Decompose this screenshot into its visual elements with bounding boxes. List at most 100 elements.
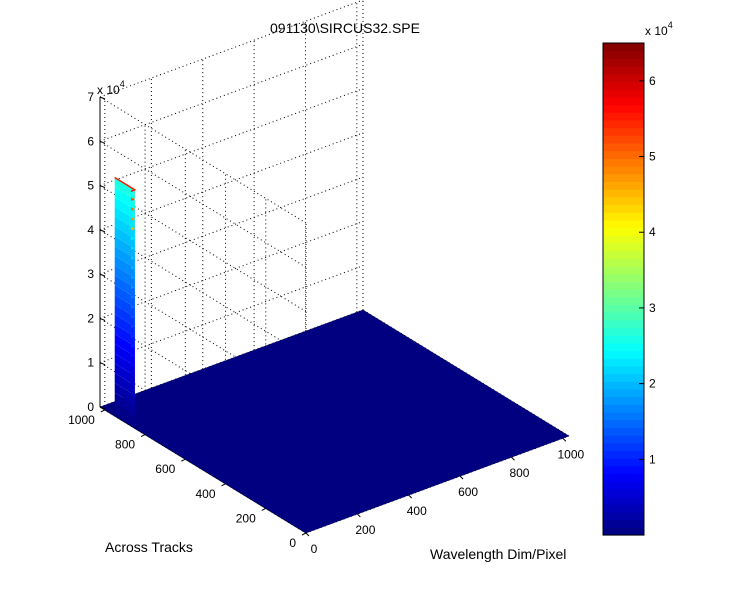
z-tick-label: 7 <box>87 90 94 104</box>
z-tick-mark <box>99 362 106 366</box>
colorbar-swatch <box>603 342 644 352</box>
colorbar-swatch <box>603 435 644 444</box>
colorbar-swatch <box>603 412 644 421</box>
colorbar-swatch <box>603 242 644 252</box>
y-tick-label: 800 <box>115 438 135 452</box>
y-tick-label: 200 <box>236 511 256 525</box>
colorbar-swatch <box>603 166 644 175</box>
colorbar-tick-label: 2 <box>649 377 656 391</box>
colorbar-swatch <box>603 358 644 367</box>
x-tick-label: 1000 <box>557 447 584 461</box>
grid-line <box>99 176 364 275</box>
x-tick-mark <box>562 437 567 442</box>
z-tick-label: 4 <box>87 223 94 237</box>
colorbar-swatch <box>603 350 644 359</box>
colorbar-swatch <box>603 504 644 513</box>
colorbar-swatch <box>603 427 644 436</box>
peak-side <box>114 197 135 220</box>
colorbar-swatch <box>603 273 644 282</box>
peak-side <box>114 226 135 249</box>
grid-line <box>99 96 307 224</box>
peak-side <box>114 216 135 239</box>
x-tick-mark <box>459 475 464 480</box>
peak-side <box>114 314 135 337</box>
x-tick-mark <box>511 456 515 461</box>
colorbar-swatch <box>603 104 644 113</box>
peak-side <box>114 206 135 229</box>
peak-side <box>114 402 135 425</box>
peak-side <box>114 245 135 269</box>
y-tick-label: 0 <box>289 536 296 550</box>
colorbar-swatch <box>603 212 644 221</box>
z-tick-mark <box>99 185 106 189</box>
colorbar-swatch <box>603 73 644 83</box>
y-tick-mark <box>100 409 106 413</box>
colorbar-swatch <box>603 519 644 528</box>
colorbar-swatch <box>603 158 644 167</box>
colorbar-multiplier: x 104 <box>645 20 673 38</box>
peak-side <box>114 304 135 327</box>
axis-ticks: 0123456702004006008001000020040060080010… <box>68 90 584 556</box>
colorbar: 1 2 3 4 5 6 <box>602 42 656 536</box>
colorbar-swatch <box>603 281 644 290</box>
peak-side <box>114 373 135 396</box>
colorbar-swatch <box>603 481 644 490</box>
colorbar-swatch <box>603 173 644 182</box>
colorbar-swatch <box>603 289 644 298</box>
peak-side <box>114 392 135 415</box>
colorbar-swatch <box>603 204 644 213</box>
colorbar-swatch <box>603 89 644 98</box>
colorbar-swatch <box>603 112 644 121</box>
x-tick-mark <box>305 532 310 537</box>
z-tick-mark <box>99 273 106 277</box>
peak-side <box>114 255 135 278</box>
colorbar-swatch <box>603 119 644 129</box>
colorbar-swatch <box>603 465 644 475</box>
y-tick-mark <box>221 483 226 487</box>
colorbar-swatch <box>603 227 644 236</box>
colorbar-tick-label: 3 <box>649 301 656 315</box>
colorbar-tick-label: 1 <box>649 452 656 466</box>
grid-line <box>99 88 364 187</box>
colorbar-swatch <box>603 488 644 498</box>
surface-floor <box>99 309 570 534</box>
colorbar-swatch <box>603 511 644 521</box>
colorbar-swatch <box>603 396 644 405</box>
grid-line <box>99 220 364 319</box>
y-tick-label: 600 <box>155 462 175 476</box>
grid-line <box>99 43 364 142</box>
colorbar-swatch <box>603 296 644 305</box>
peak-side <box>114 265 135 288</box>
colorbar-swatch <box>603 450 644 459</box>
z-tick-mark <box>99 140 106 144</box>
y-tick-mark <box>181 458 186 462</box>
z-tick-mark <box>99 96 106 100</box>
colorbar-swatch <box>603 258 644 267</box>
colorbar-swatch <box>603 419 644 428</box>
peak-side <box>114 353 135 376</box>
peak-side <box>114 236 135 259</box>
colorbar-tick-label: 5 <box>649 150 656 164</box>
peak-top <box>114 176 137 192</box>
colorbar-swatch <box>603 319 644 329</box>
x-tick-mark <box>357 513 361 518</box>
colorbar-swatch <box>603 265 644 275</box>
z-tick-mark <box>99 229 106 233</box>
colorbar-swatch <box>603 81 644 90</box>
x-tick-label: 600 <box>458 485 478 499</box>
colorbar-tick-label: 4 <box>649 225 656 239</box>
y-tick-mark <box>261 507 266 511</box>
colorbar-swatch <box>603 312 644 321</box>
colorbar-swatch <box>603 365 644 375</box>
colorbar-swatch <box>603 496 644 505</box>
peak-side <box>114 363 135 386</box>
peak-side <box>114 187 135 210</box>
peak-side <box>114 285 135 308</box>
grid-line <box>99 0 364 98</box>
colorbar-swatch <box>603 373 644 382</box>
grid-line <box>99 265 364 364</box>
colorbar-swatch <box>603 189 644 198</box>
z-tick-label: 3 <box>87 267 94 281</box>
x-tick-label: 200 <box>355 523 375 537</box>
